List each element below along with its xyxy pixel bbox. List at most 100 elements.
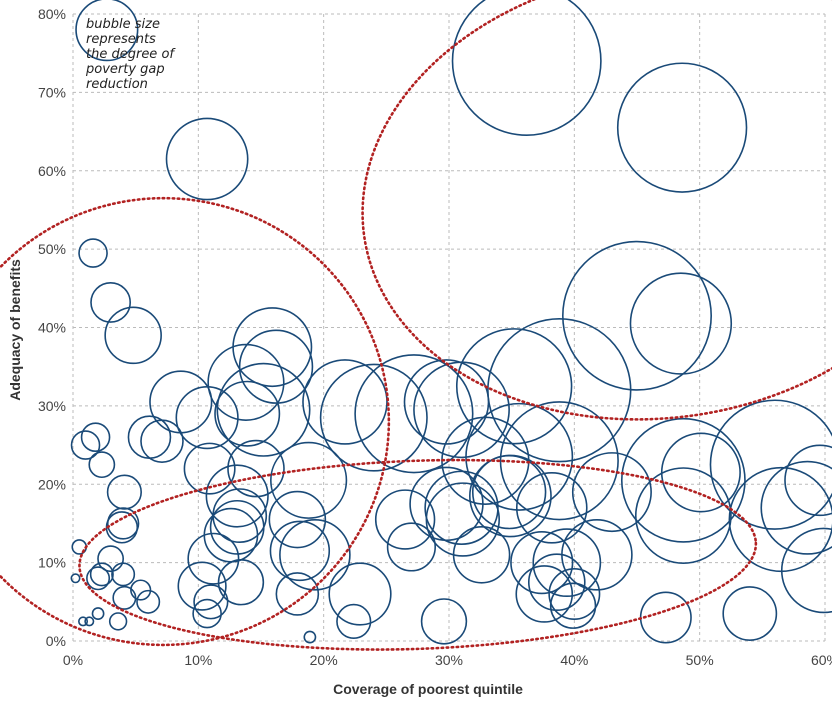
bubble: [89, 562, 114, 587]
bubble: [319, 363, 428, 472]
bubble: [80, 422, 111, 453]
bubble: [487, 318, 632, 463]
bubble: [354, 354, 474, 474]
bubble: [328, 562, 392, 626]
y-tick-label: 80%: [38, 6, 66, 22]
y-tick-label: 0%: [46, 633, 66, 649]
bubble: [424, 470, 499, 545]
bubble: [193, 584, 229, 620]
annotation-line: poverty gap: [85, 62, 165, 77]
bubble-size-annotation: bubble size represents the degree of povert…: [85, 17, 176, 92]
bubble: [279, 518, 351, 591]
annotation-line: represents: [86, 32, 156, 47]
bubble: [165, 117, 249, 201]
bubble: [227, 439, 285, 498]
x-tick-label: 10%: [184, 652, 212, 668]
bubble: [90, 282, 132, 323]
bubble: [84, 616, 95, 627]
bubble: [177, 561, 227, 611]
cluster-outlines: [0, 0, 832, 651]
bubble: [629, 272, 733, 375]
bubble: [784, 444, 832, 517]
bubble: [136, 589, 161, 614]
bubble: [216, 362, 311, 457]
bubble: [192, 598, 222, 629]
bubble: [106, 474, 142, 510]
bubble: [452, 525, 511, 584]
bubble: [527, 553, 586, 612]
bubble: [634, 467, 732, 564]
bubble: [78, 616, 89, 627]
bubble: [140, 419, 184, 463]
bubble: [465, 402, 574, 511]
bubble: [112, 585, 137, 610]
bubble: [217, 559, 265, 606]
cluster-outline: [361, 0, 832, 421]
annotation-text: bubble size represents the degree of povert…: [85, 17, 176, 92]
y-axis-ticks: 0% 10% 20% 30% 40% 50% 60% 70% 80%: [38, 6, 66, 649]
bubble: [70, 573, 81, 584]
bubble: [75, 0, 139, 62]
bubble: [760, 460, 832, 555]
cluster-outline: [0, 196, 391, 647]
y-tick-label: 30%: [38, 398, 66, 414]
bubble: [214, 380, 281, 447]
bubble: [269, 520, 331, 582]
annotation-line: bubble size: [86, 17, 160, 32]
bubble: [515, 565, 574, 623]
bubble: [97, 545, 125, 573]
bubble: [451, 0, 602, 137]
bubble: [268, 490, 327, 549]
bubble: [111, 562, 136, 587]
y-tick-label: 70%: [38, 84, 66, 100]
bubble: [722, 586, 778, 641]
bubble: [561, 518, 633, 591]
bubble: [78, 238, 108, 268]
bubble: [639, 591, 692, 644]
bubble: [616, 62, 748, 193]
bubble: [571, 452, 652, 533]
bubble: [209, 499, 265, 555]
bubble: [336, 603, 372, 640]
x-tick-label: 30%: [435, 652, 463, 668]
bubble-series: [70, 0, 832, 645]
bubble: [127, 415, 172, 460]
bubble: [510, 531, 574, 595]
bubble: [709, 399, 832, 530]
y-tick-label: 20%: [38, 476, 66, 492]
bubble: [106, 507, 140, 540]
bubble: [86, 566, 111, 591]
bubble: [238, 329, 314, 404]
bubble: [620, 417, 746, 543]
x-tick-label: 20%: [310, 652, 338, 668]
bubble: [386, 522, 437, 572]
bubble: [780, 527, 832, 614]
bubble: [270, 441, 348, 519]
bubble: [549, 582, 597, 629]
y-axis-title: Adequacy of benefits: [7, 259, 23, 401]
bubble: [183, 442, 236, 495]
bubble: [175, 386, 239, 450]
bubble: [88, 451, 116, 479]
bubble: [515, 471, 588, 544]
bubble: [548, 567, 601, 620]
bubble: [187, 532, 240, 585]
x-tick-label: 60%: [811, 652, 832, 668]
bubble: [403, 359, 490, 445]
bubble: [70, 430, 101, 460]
bubble: [425, 482, 500, 557]
bubble: [455, 328, 573, 445]
bubble: [104, 306, 162, 365]
bubble: [561, 240, 712, 391]
x-tick-label: 0%: [63, 652, 83, 668]
bubble: [91, 607, 105, 620]
bubble: [205, 464, 269, 528]
x-axis-ticks: 0% 10% 20% 30% 40% 50% 60%: [63, 652, 832, 668]
y-tick-label: 60%: [38, 163, 66, 179]
x-tick-label: 50%: [686, 652, 714, 668]
bubble: [302, 359, 388, 445]
bubble: [420, 598, 468, 645]
grid-lines: [72, 13, 826, 642]
cluster-outline: [78, 458, 758, 651]
